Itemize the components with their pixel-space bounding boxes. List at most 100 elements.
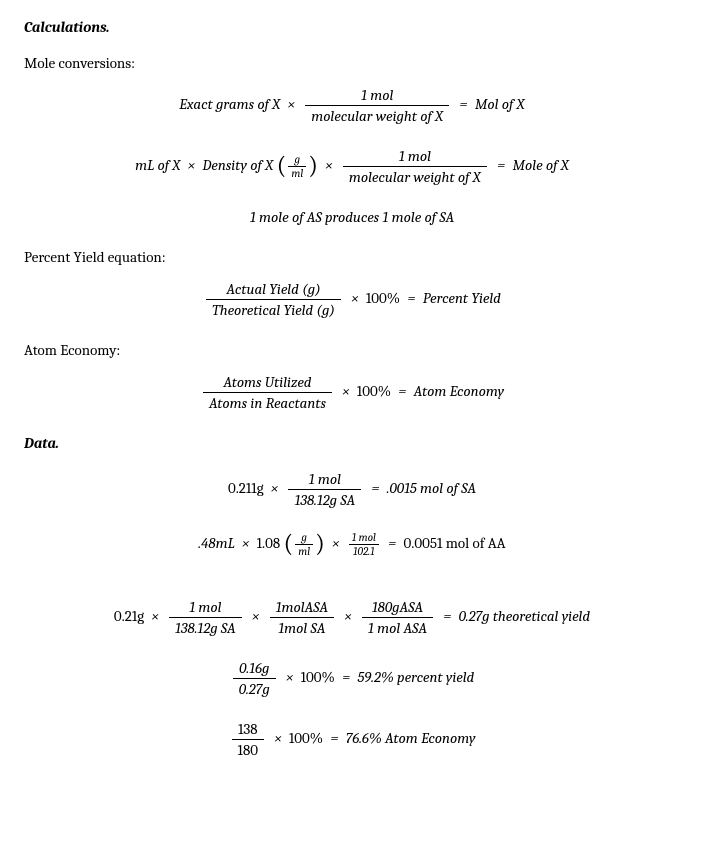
equals-symbol: = bbox=[398, 382, 406, 400]
eq5-hundred: 100% bbox=[357, 382, 391, 400]
equals-symbol: = bbox=[342, 668, 350, 686]
equation-atom-economy: Atoms Utilized Atoms in Reactants × 100%… bbox=[24, 373, 680, 412]
d3-f2d: 1mol SA bbox=[270, 618, 334, 637]
paren-left: ( bbox=[277, 152, 287, 181]
times-symbol: × bbox=[252, 607, 259, 625]
eq1-num: 1 mol bbox=[305, 86, 449, 106]
d1-den: 138.12g SA bbox=[288, 490, 361, 509]
eq3-text: 1 mole of AS produces 1 mole of SA bbox=[250, 208, 454, 226]
eq5-fraction: Atoms Utilized Atoms in Reactants bbox=[203, 373, 332, 412]
d5-right: 76.6% Atom Economy bbox=[346, 729, 476, 747]
label-atom-economy: Atom Economy: bbox=[24, 341, 680, 359]
d3-f1d: 138.12g SA bbox=[169, 618, 242, 637]
d4-hundred: 100% bbox=[301, 668, 335, 686]
eq1-right: Mol of X bbox=[475, 95, 525, 113]
label-mole-conversions: Mole conversions: bbox=[24, 54, 680, 72]
eq5-right: Atom Economy bbox=[414, 382, 504, 400]
eq4-fraction: Actual Yield (g) Theoretical Yield (g) bbox=[206, 280, 341, 319]
d3-f3n: 180gASA bbox=[362, 598, 433, 618]
equals-symbol: = bbox=[330, 729, 338, 747]
eq4-hundred: 100% bbox=[366, 289, 400, 307]
eq2-g: g bbox=[288, 153, 306, 167]
d1-fraction: 1 mol 138.12g SA bbox=[288, 470, 361, 509]
equals-symbol: = bbox=[407, 289, 415, 307]
d2-unit: mol of AA bbox=[442, 534, 505, 552]
eq4-num: Actual Yield (g) bbox=[206, 280, 341, 300]
d2-ml: ml bbox=[295, 545, 313, 558]
times-symbol: × bbox=[344, 607, 351, 625]
times-symbol: × bbox=[151, 607, 158, 625]
label-percent-yield: Percent Yield equation: bbox=[24, 248, 680, 266]
d3-f1n: 1 mol bbox=[169, 598, 242, 618]
d2-g: g bbox=[295, 531, 313, 545]
d1-result: .0015 mol of SA bbox=[387, 479, 476, 497]
eq2-density: Density of X bbox=[202, 156, 273, 174]
eq2-gml: g ml bbox=[288, 153, 306, 180]
times-symbol: × bbox=[188, 156, 195, 174]
d5-hundred: 100% bbox=[289, 729, 323, 747]
d3-right: 0.27g theoretical yield bbox=[459, 607, 590, 625]
eq4-right: Percent Yield bbox=[423, 289, 501, 307]
data-percent-yield: 0.16g 0.27g × 100% = 59.2% percent yield bbox=[24, 659, 680, 698]
heading-data: Data. bbox=[24, 434, 680, 452]
eq2-right: Mole of X bbox=[512, 156, 568, 174]
data-atom-economy: 138 180 × 100% = 76.6% Atom Economy bbox=[24, 720, 680, 759]
equals-symbol: = bbox=[443, 607, 451, 625]
equals-symbol: = bbox=[371, 479, 379, 497]
eq5-den: Atoms in Reactants bbox=[203, 393, 332, 412]
equals-symbol: = bbox=[388, 534, 396, 552]
d2-val: 0.0051 bbox=[404, 534, 443, 552]
d4-right: 59.2% percent yield bbox=[357, 668, 474, 686]
d5-fraction: 138 180 bbox=[232, 720, 264, 759]
equals-symbol: = bbox=[497, 156, 505, 174]
eq4-den: Theoretical Yield (g) bbox=[206, 300, 341, 319]
eq2-den: molecular weight of X bbox=[343, 167, 487, 186]
equation-stoichiometry: 1 mole of AS produces 1 mole of SA bbox=[24, 208, 680, 226]
eq5-num: Atoms Utilized bbox=[203, 373, 332, 393]
equals-symbol: = bbox=[460, 95, 468, 113]
data-mol-aa: .48mL × 1.08 ( g ml ) × 1 mol 102.1 = 0.… bbox=[24, 531, 680, 558]
d5-den: 180 bbox=[232, 740, 264, 759]
eq2-fraction: 1 mol molecular weight of X bbox=[343, 147, 487, 186]
d3-mass: 0.21g bbox=[114, 607, 144, 625]
times-symbol: × bbox=[286, 668, 293, 686]
heading-calculations: Calculations. bbox=[24, 18, 680, 36]
d3-frac3: 180gASA 1 mol ASA bbox=[362, 598, 433, 637]
d2-vol: .48mL bbox=[198, 534, 234, 552]
d3-frac2: 1molASA 1mol SA bbox=[270, 598, 334, 637]
eq1-den: molecular weight of X bbox=[305, 106, 449, 125]
paren-left: ( bbox=[283, 530, 293, 559]
d2-gml: g ml bbox=[295, 531, 313, 558]
d5-num: 138 bbox=[232, 720, 264, 740]
times-symbol: × bbox=[274, 729, 281, 747]
d3-f3d: 1 mol ASA bbox=[362, 618, 433, 637]
d4-den: 0.27g bbox=[233, 679, 276, 698]
eq2-num: 1 mol bbox=[343, 147, 487, 167]
eq2-ml: mL of X bbox=[135, 156, 180, 174]
eq2-mlu: ml bbox=[288, 167, 306, 180]
times-symbol: × bbox=[332, 534, 339, 552]
data-mol-sa: 0.211g × 1 mol 138.12g SA = .0015 mol of… bbox=[24, 470, 680, 509]
times-symbol: × bbox=[351, 289, 358, 307]
equation-percent-yield: Actual Yield (g) Theoretical Yield (g) ×… bbox=[24, 280, 680, 319]
paren-right: ) bbox=[308, 152, 318, 181]
d1-mass: 0.211g bbox=[228, 479, 264, 497]
d2-density: 1.08 bbox=[257, 534, 281, 552]
times-symbol: × bbox=[325, 156, 332, 174]
equation-mole-from-volume: mL of X × Density of X ( g ml ) × 1 mol … bbox=[24, 147, 680, 186]
equation-mole-from-grams: Exact grams of X × 1 mol molecular weigh… bbox=[24, 86, 680, 125]
times-symbol: × bbox=[242, 534, 249, 552]
d1-num: 1 mol bbox=[288, 470, 361, 490]
d3-f2n: 1molASA bbox=[270, 598, 334, 618]
times-symbol: × bbox=[271, 479, 278, 497]
d4-num: 0.16g bbox=[233, 659, 276, 679]
times-symbol: × bbox=[288, 95, 295, 113]
d2-num: 1 mol bbox=[349, 531, 379, 545]
d2-den: 102.1 bbox=[349, 545, 379, 558]
d4-fraction: 0.16g 0.27g bbox=[233, 659, 276, 698]
d2-fraction: 1 mol 102.1 bbox=[349, 531, 379, 558]
eq1-left: Exact grams of X bbox=[179, 95, 280, 113]
paren-right: ) bbox=[315, 530, 325, 559]
times-symbol: × bbox=[342, 382, 349, 400]
eq1-fraction: 1 mol molecular weight of X bbox=[305, 86, 449, 125]
